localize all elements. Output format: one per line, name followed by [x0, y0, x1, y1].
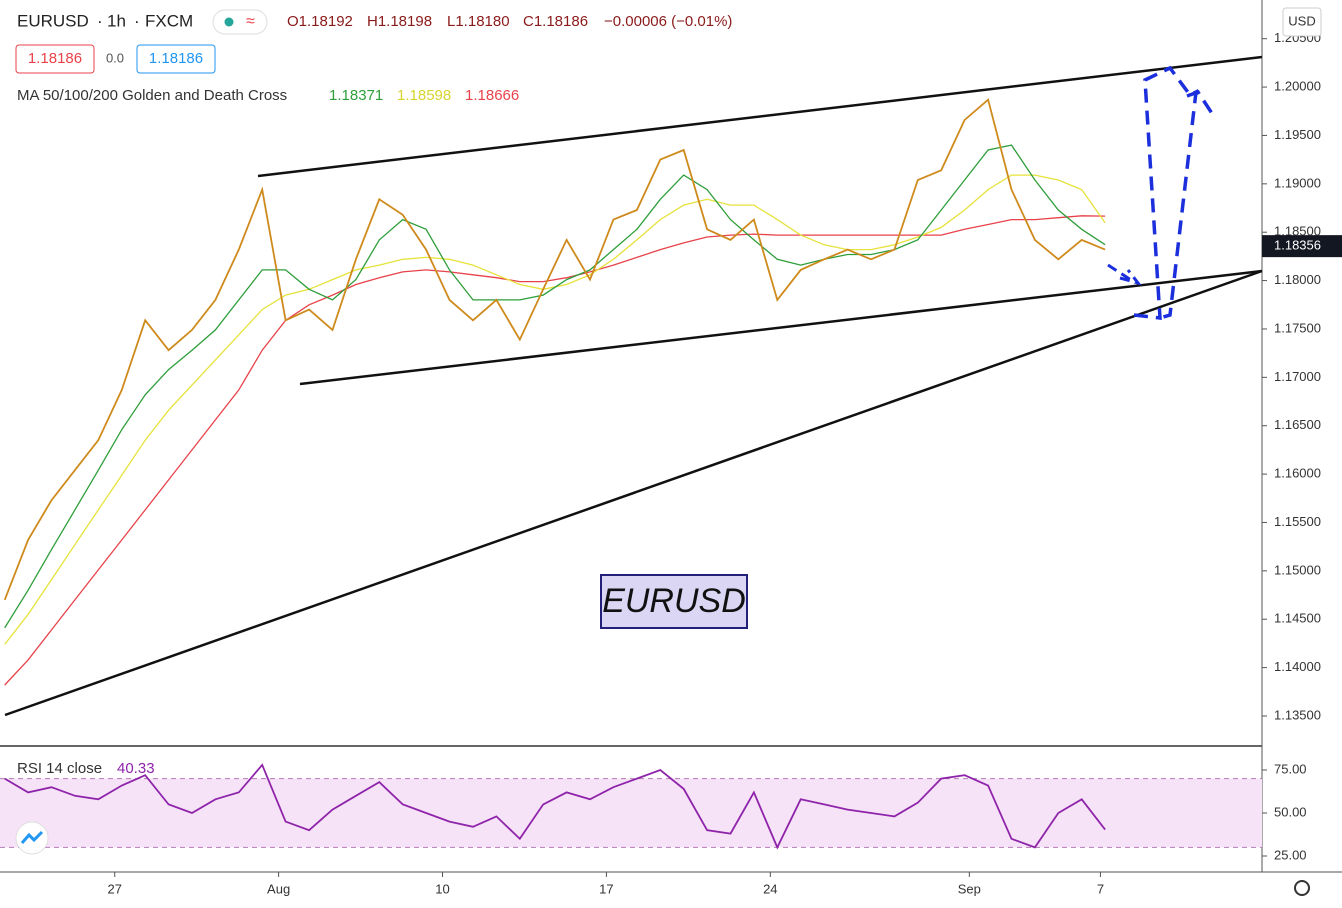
currency-button[interactable] [1282, 7, 1322, 37]
y-tick-label: 1.19500 [1274, 127, 1321, 142]
channel-upper [257, 55, 1263, 178]
y-tick-label: 1.18500 [1274, 224, 1321, 239]
y-tick-label: 50.00 [1274, 804, 1307, 819]
series-line [4, 144, 1106, 629]
separator: · [97, 11, 103, 30]
ask: 1.18186 [149, 50, 203, 67]
series-line [4, 763, 1106, 850]
rsi-title: RSI 14 close [17, 760, 102, 777]
rsi-value: 40.33 [117, 760, 155, 777]
last-price-marker [1262, 235, 1342, 258]
y-tick-label: 1.16000 [1274, 466, 1321, 481]
ohlc-low: L1.18180 [447, 13, 510, 30]
ma100-value: 1.18598 [397, 87, 451, 104]
x-tick-label: 7 [1097, 881, 1104, 896]
y-tick-label: 1.17500 [1274, 320, 1321, 335]
logo [20, 830, 44, 844]
x-tick-label: 17 [599, 881, 613, 896]
bid-box[interactable] [15, 44, 95, 74]
series-line [4, 215, 1106, 686]
exchange: FXCM [145, 11, 193, 30]
series-line [4, 174, 1106, 645]
settings-icon[interactable] [1294, 880, 1310, 896]
status-pill[interactable] [212, 9, 268, 35]
y-tick-label: 1.20000 [1274, 79, 1321, 94]
y-tick-label: 75.00 [1274, 761, 1307, 776]
x-tick-label: 24 [763, 881, 777, 896]
annotation: EURUSD [602, 582, 746, 620]
currency: USD [1288, 13, 1315, 28]
trend-line [4, 269, 1263, 717]
status-dot [224, 17, 234, 27]
ma200-value: 1.18666 [465, 87, 519, 104]
y-tick-label: 1.15000 [1274, 562, 1321, 577]
ohlc-close: C1.18186 [523, 13, 588, 30]
x-tick-label: 27 [107, 881, 121, 896]
legend: EURUSD · 1h · FXCM ≈ O1.18192 H1.18198 L… [15, 7, 1322, 896]
y-tick-label: 1.14500 [1274, 611, 1321, 626]
ask-box[interactable] [136, 44, 216, 74]
y-tick-label: 1.13500 [1274, 707, 1321, 722]
y-tick-label: 1.15500 [1274, 514, 1321, 529]
y-tick-label: 1.16500 [1274, 417, 1321, 432]
y-tick-label: 25.00 [1274, 847, 1307, 862]
y-tick-label: 1.18000 [1274, 272, 1321, 287]
x-tick-label: Aug [267, 881, 290, 896]
x-tick-label: 10 [435, 881, 449, 896]
ohlc-change: −0.00006 (−0.01%) [604, 13, 732, 30]
forecast-path [1133, 65, 1215, 320]
ohlc-high: H1.18198 [367, 13, 432, 30]
interval: 1h [107, 11, 126, 30]
bid: 1.18186 [28, 50, 82, 67]
status-icon: ≈ [246, 13, 255, 30]
symbol: EURUSD [17, 11, 89, 30]
rsi-band [0, 778, 1262, 848]
ma50-value: 1.18371 [329, 87, 383, 104]
drawings: EURUSD [4, 55, 1263, 717]
y-tick-label: 1.14000 [1274, 659, 1321, 674]
forecast-arrow [1107, 263, 1142, 286]
indicator-name: MA 50/100/200 Golden and Death Cross [17, 87, 287, 104]
last-price-label: 1.18356 [1274, 238, 1321, 253]
separator: · [134, 11, 140, 30]
y-tick-label: 1.19000 [1274, 175, 1321, 190]
price-line [3, 98, 1106, 601]
y-tick-label: 1.17000 [1274, 369, 1321, 384]
ohlc-open: O1.18192 [287, 13, 353, 30]
x-tick-label: Sep [958, 881, 981, 896]
channel-lower [299, 269, 1263, 386]
annotation-box [600, 574, 748, 629]
spread: 0.0 [106, 50, 124, 65]
